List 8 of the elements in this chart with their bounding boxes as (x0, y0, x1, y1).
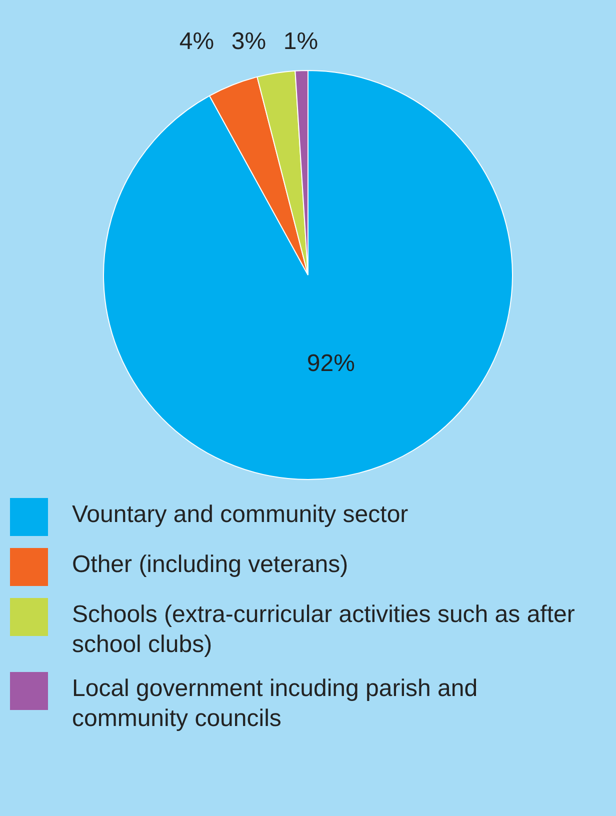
data-label: 92% (306, 350, 355, 377)
data-label: 3% (231, 28, 266, 56)
legend-label: Schools (extra-curricular activities such as after school clubs) (72, 600, 576, 660)
legend-label: Local government incuding parish and community councils (72, 674, 479, 734)
legend-label: Vountary and community sector (72, 500, 408, 530)
data-label: 4% (179, 28, 214, 56)
legend-label: Other (including veterans) (72, 550, 348, 580)
data-label: 1% (283, 28, 318, 56)
